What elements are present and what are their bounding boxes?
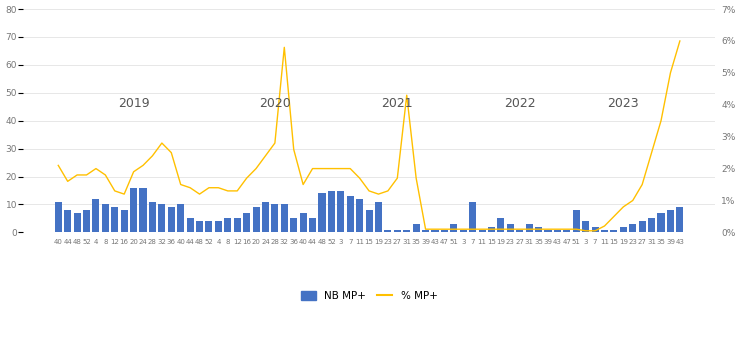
Bar bbox=[413, 224, 419, 232]
Bar bbox=[64, 210, 71, 232]
Bar bbox=[271, 205, 279, 232]
Bar bbox=[365, 210, 373, 232]
Bar bbox=[648, 219, 655, 232]
Bar bbox=[611, 229, 617, 232]
Bar bbox=[459, 229, 467, 232]
Legend: NB MP+, % MP+: NB MP+, % MP+ bbox=[296, 287, 442, 305]
Bar bbox=[299, 213, 307, 232]
Text: 2020: 2020 bbox=[259, 96, 290, 109]
Bar bbox=[215, 221, 222, 232]
Bar bbox=[356, 199, 363, 232]
Bar bbox=[167, 207, 175, 232]
Bar bbox=[375, 202, 382, 232]
Bar bbox=[591, 227, 599, 232]
Bar bbox=[431, 229, 439, 232]
Bar bbox=[657, 213, 665, 232]
Bar bbox=[582, 221, 589, 232]
Bar bbox=[243, 213, 250, 232]
Bar bbox=[554, 229, 561, 232]
Bar bbox=[525, 224, 533, 232]
Bar bbox=[130, 188, 137, 232]
Bar bbox=[121, 210, 127, 232]
Bar bbox=[601, 229, 608, 232]
Bar bbox=[309, 219, 316, 232]
Bar bbox=[619, 227, 627, 232]
Bar bbox=[93, 199, 99, 232]
Bar bbox=[516, 229, 523, 232]
Bar bbox=[328, 190, 335, 232]
Bar bbox=[281, 205, 288, 232]
Bar bbox=[262, 202, 269, 232]
Bar bbox=[290, 219, 297, 232]
Bar bbox=[337, 190, 345, 232]
Bar bbox=[347, 196, 353, 232]
Bar bbox=[403, 229, 411, 232]
Bar bbox=[55, 202, 62, 232]
Bar bbox=[225, 219, 231, 232]
Text: 2021: 2021 bbox=[382, 96, 413, 109]
Bar bbox=[497, 219, 505, 232]
Bar bbox=[83, 210, 90, 232]
Bar bbox=[479, 229, 485, 232]
Bar bbox=[159, 205, 165, 232]
Bar bbox=[393, 229, 401, 232]
Bar bbox=[563, 229, 571, 232]
Bar bbox=[677, 207, 683, 232]
Bar bbox=[196, 221, 203, 232]
Bar bbox=[102, 205, 109, 232]
Bar bbox=[488, 227, 495, 232]
Bar bbox=[385, 229, 391, 232]
Bar bbox=[139, 188, 147, 232]
Bar bbox=[469, 202, 476, 232]
Bar bbox=[451, 224, 457, 232]
Bar bbox=[639, 221, 645, 232]
Bar bbox=[319, 193, 325, 232]
Bar bbox=[535, 227, 542, 232]
Bar bbox=[629, 224, 637, 232]
Bar bbox=[667, 210, 674, 232]
Bar bbox=[545, 229, 551, 232]
Bar bbox=[73, 213, 81, 232]
Bar bbox=[253, 207, 259, 232]
Bar bbox=[111, 207, 119, 232]
Bar bbox=[187, 219, 193, 232]
Bar bbox=[205, 221, 213, 232]
Bar bbox=[177, 205, 185, 232]
Text: 2022: 2022 bbox=[504, 96, 536, 109]
Bar bbox=[573, 210, 579, 232]
Text: 2023: 2023 bbox=[608, 96, 639, 109]
Bar bbox=[507, 224, 514, 232]
Bar bbox=[149, 202, 156, 232]
Bar bbox=[441, 229, 448, 232]
Text: 2019: 2019 bbox=[118, 96, 150, 109]
Bar bbox=[422, 229, 429, 232]
Bar bbox=[233, 219, 241, 232]
